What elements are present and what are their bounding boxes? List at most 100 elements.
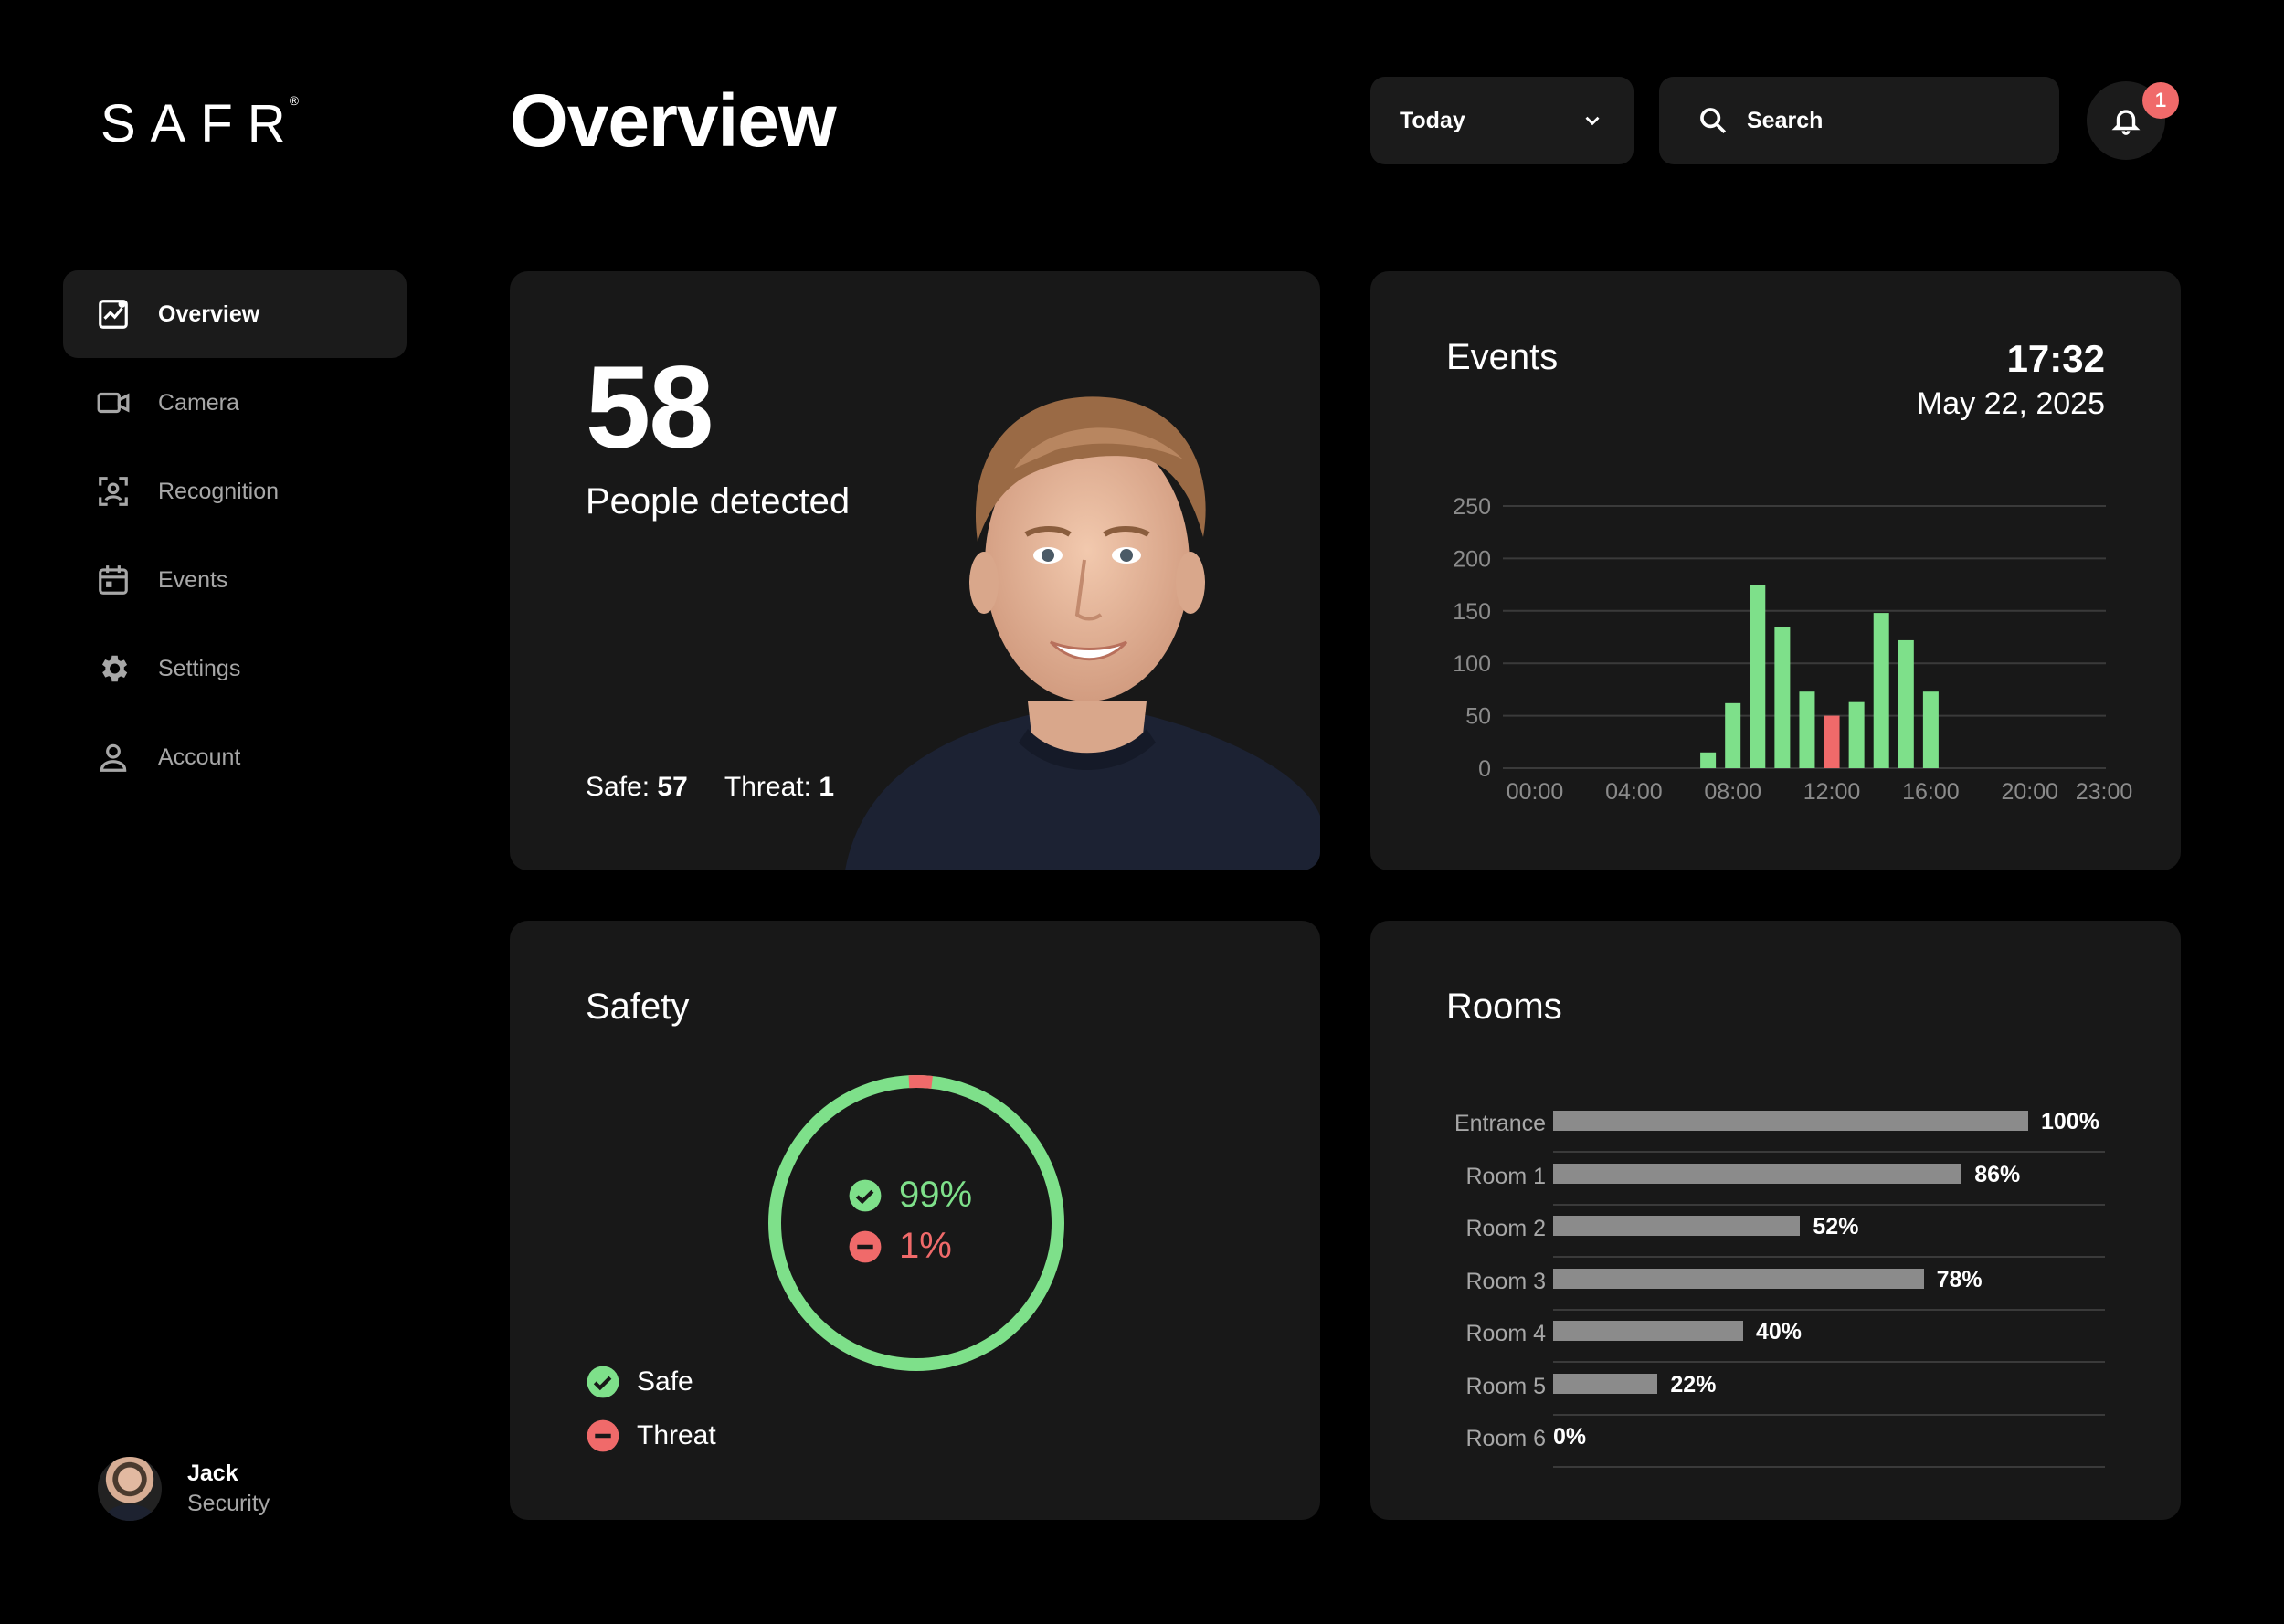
- room-value: 86%: [1974, 1161, 2021, 1187]
- room-value: 0%: [1553, 1424, 1587, 1450]
- room-row[interactable]: Room 3 78%: [1370, 1258, 2181, 1311]
- notification-badge: 1: [2142, 82, 2179, 119]
- room-name: Room 5: [1465, 1373, 1546, 1399]
- room-bar: [1553, 1321, 1743, 1341]
- room-name: Room 4: [1465, 1321, 1546, 1346]
- chart-bar[interactable]: [1898, 639, 1914, 768]
- x-tick-label: 00:00: [1507, 779, 1564, 805]
- room-name: Entrance: [1454, 1111, 1546, 1136]
- sidebar-item-account[interactable]: Account: [63, 713, 407, 801]
- x-tick-label: 12:00: [1803, 779, 1861, 805]
- x-tick-label: 23:00: [2076, 779, 2133, 805]
- check-circle-icon: [587, 1366, 619, 1398]
- safe-label: Safe:: [586, 772, 650, 802]
- threat-label: Threat:: [724, 772, 811, 802]
- camera-icon: [96, 385, 131, 420]
- legend-safe: Safe: [586, 1365, 693, 1399]
- sidebar-item-label: Account: [158, 743, 241, 770]
- y-tick-label: 150: [1453, 599, 1491, 625]
- events-title: Events: [1446, 337, 1559, 377]
- x-tick-label: 04:00: [1605, 779, 1663, 805]
- room-track: 52%: [1553, 1205, 2105, 1258]
- sidebar-item-settings[interactable]: Settings: [63, 625, 407, 712]
- room-bar: [1553, 1111, 2028, 1131]
- safety-title: Safety: [586, 986, 690, 1027]
- sidebar-nav: Overview Camera Recognition Events Setti…: [63, 270, 407, 802]
- y-tick-label: 250: [1453, 494, 1491, 520]
- threat-percentage-value: 1%: [899, 1226, 952, 1266]
- x-tick-label: 16:00: [1902, 779, 1960, 805]
- y-tick-label: 200: [1453, 546, 1491, 572]
- room-bar: [1553, 1163, 1962, 1184]
- safe-value: 57: [657, 772, 688, 802]
- rooms-title: Rooms: [1446, 986, 1562, 1027]
- chart-bar[interactable]: [1774, 627, 1791, 768]
- room-value: 40%: [1756, 1319, 1803, 1345]
- user-profile[interactable]: Jack Security: [98, 1457, 270, 1521]
- brand-logo: SAFR®: [100, 93, 299, 154]
- room-track: 78%: [1553, 1258, 2105, 1311]
- legend-threat: Threat: [586, 1418, 716, 1453]
- chart-bar[interactable]: [1725, 702, 1741, 768]
- donut-safe-segment: [768, 1075, 1064, 1371]
- sidebar-item-label: Settings: [158, 655, 241, 681]
- people-count-label: People detected: [586, 481, 851, 522]
- room-track: 0%: [1553, 1415, 2105, 1468]
- room-bar: [1553, 1268, 1924, 1289]
- sidebar-item-events[interactable]: Events: [63, 536, 407, 624]
- search-icon: [1700, 108, 1727, 134]
- search-box[interactable]: [1659, 77, 2059, 164]
- minus-circle-icon: [849, 1230, 882, 1262]
- gear-icon: [96, 651, 131, 686]
- calendar-icon: [96, 563, 131, 597]
- chart-bar[interactable]: [1873, 613, 1889, 768]
- search-input[interactable]: [1747, 107, 2039, 134]
- events-bar-chart: 250 200 150 100 50 0 00:00 04:00 08:00 12:00 16:00…: [1453, 494, 2133, 805]
- events-time: 17:32: [2006, 337, 2105, 380]
- threat-percentage: 1%: [848, 1226, 952, 1267]
- sidebar-item-overview[interactable]: Overview: [63, 270, 407, 358]
- period-select[interactable]: Today: [1370, 77, 1634, 164]
- donut-threat-segment: [768, 1075, 1064, 1371]
- sidebar-item-recognition[interactable]: Recognition: [63, 448, 407, 535]
- chart-bar[interactable]: [1799, 691, 1815, 768]
- room-name: Room 6: [1465, 1426, 1546, 1451]
- room-value: 100%: [2041, 1109, 2099, 1134]
- person-portrait: [845, 396, 1320, 870]
- room-name: Room 1: [1465, 1163, 1546, 1189]
- chart-bar[interactable]: [1922, 691, 1939, 768]
- room-row[interactable]: Entrance 100%: [1370, 1100, 2181, 1153]
- chart-bar[interactable]: [1824, 715, 1840, 768]
- room-row[interactable]: Room 5 22%: [1370, 1363, 2181, 1416]
- threat-value: 1: [819, 772, 834, 802]
- room-row[interactable]: Room 2 52%: [1370, 1205, 2181, 1258]
- room-track: 86%: [1553, 1153, 2105, 1206]
- sidebar-item-camera[interactable]: Camera: [63, 359, 407, 447]
- people-detected-card: 58 People detected Safe: 57 Threat: 1: [510, 271, 1320, 870]
- legend-threat-label: Threat: [637, 1420, 716, 1450]
- room-value: 78%: [1936, 1266, 1983, 1292]
- chart-bar[interactable]: [1848, 701, 1865, 768]
- room-name: Room 3: [1465, 1268, 1546, 1294]
- safety-donut-chart: [768, 1075, 1064, 1371]
- chart-bar[interactable]: [1700, 752, 1717, 768]
- period-value: Today: [1400, 107, 1465, 133]
- y-tick-label: 100: [1453, 651, 1491, 677]
- safe-percentage-value: 99%: [899, 1175, 973, 1215]
- events-date: May 22, 2025: [1916, 386, 2105, 421]
- x-tick-label: 08:00: [1704, 779, 1761, 805]
- avatar: [98, 1457, 162, 1521]
- user-role: Security: [187, 1491, 270, 1516]
- chart-icon: [96, 297, 131, 332]
- chart-bar[interactable]: [1750, 585, 1766, 768]
- user-name: Jack: [187, 1461, 238, 1486]
- person-icon: [96, 740, 131, 775]
- check-circle-icon: [849, 1179, 882, 1211]
- sidebar-item-label: Camera: [158, 389, 239, 416]
- room-row[interactable]: Room 1 86%: [1370, 1153, 2181, 1206]
- room-row[interactable]: Room 4 40%: [1370, 1310, 2181, 1363]
- room-track: 100%: [1553, 1100, 2105, 1153]
- sidebar-item-label: Recognition: [158, 478, 280, 504]
- face-scan-icon: [96, 474, 131, 509]
- room-row[interactable]: Room 6 0%: [1370, 1415, 2181, 1468]
